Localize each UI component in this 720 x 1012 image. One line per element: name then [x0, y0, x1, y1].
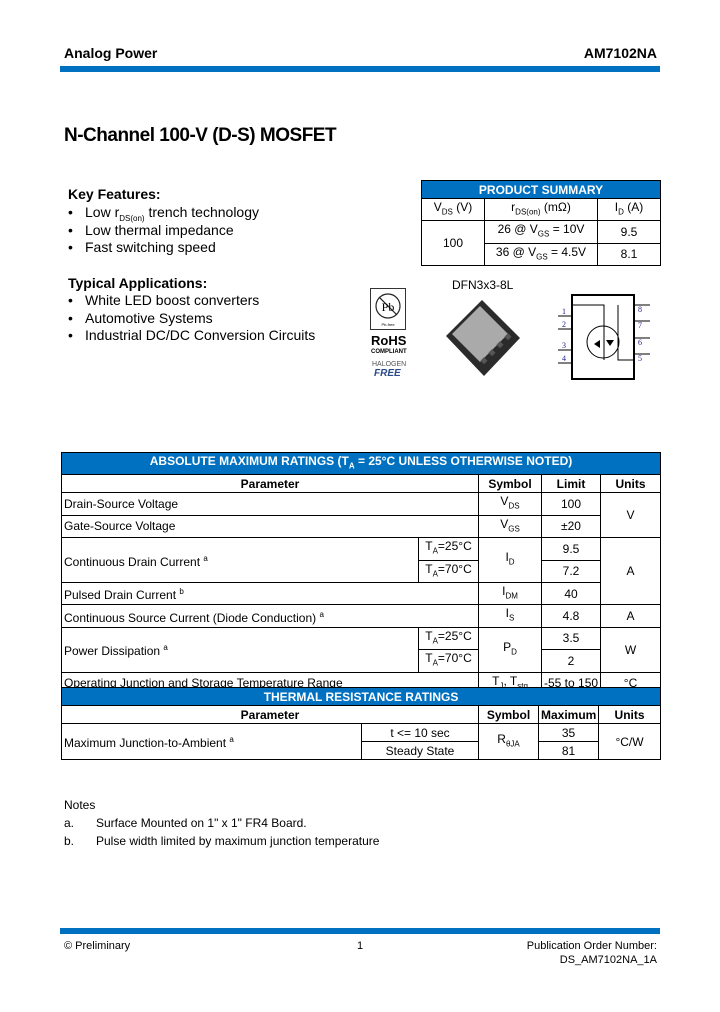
- vds-value: 100: [421, 220, 485, 267]
- unit-rthja: °C/W: [597, 723, 662, 760]
- note-key: a.: [64, 816, 75, 830]
- cond-pd-70: TA=70°C: [418, 649, 479, 673]
- note-text: Surface Mounted on 1" x 1" FR4 Board.: [96, 816, 307, 830]
- feature-item: • Low thermal impedance: [68, 222, 234, 238]
- free-label: FREE: [374, 368, 401, 379]
- abs-max-title: ABSOLUTE MAXIMUM RATINGS (TA = 25°C UNLE…: [60, 451, 662, 476]
- param-idm: Pulsed Drain Current b: [61, 581, 479, 606]
- svg-text:6: 6: [638, 338, 642, 347]
- feature-item: • Low rDS(on) trench technology: [68, 204, 259, 223]
- svg-text:7: 7: [638, 321, 642, 330]
- svg-text:5: 5: [638, 354, 642, 363]
- footer-bar: [60, 928, 660, 934]
- id-value: 8.1: [596, 242, 662, 267]
- max-steady: 81: [538, 741, 599, 760]
- sym-rthja: RθJA: [478, 723, 539, 760]
- pb-free-logo: Pb Pb-free: [370, 288, 406, 330]
- limit-idm: 40: [541, 581, 601, 606]
- key-features-heading: Key Features:: [68, 186, 161, 202]
- unit-amp: A: [599, 537, 662, 606]
- sym-idm: IDM: [478, 581, 542, 606]
- param-vgs: Gate-Source Voltage: [61, 514, 479, 539]
- param-is: Continuous Source Current (Diode Conduct…: [61, 604, 479, 628]
- header-limit: Limit: [541, 474, 601, 494]
- rds-value: 26 @ VGS = 10V: [484, 220, 598, 244]
- part-number: AM7102NA: [583, 45, 657, 61]
- cond-id-70: TA=70°C: [418, 559, 479, 583]
- application-item: • Industrial DC/DC Conversion Circuits: [68, 327, 316, 343]
- compliant-label: COMPLIANT: [371, 349, 407, 355]
- rohs-label: RoHS: [371, 333, 407, 348]
- unit-volt: V: [599, 492, 662, 539]
- cond-id-25: TA=25°C: [418, 537, 479, 561]
- limit-vgs: ±20: [541, 514, 601, 539]
- limit-id-70: 7.2: [541, 559, 601, 583]
- cond-pd-25: TA=25°C: [418, 626, 479, 651]
- footer-preliminary: © Preliminary: [64, 940, 131, 952]
- param-id: Continuous Drain Current a: [61, 537, 419, 583]
- svg-text:3: 3: [562, 341, 566, 350]
- svg-text:2: 2: [562, 320, 566, 329]
- header-symbol: Symbol: [478, 474, 542, 494]
- limit-pd-70: 2: [541, 649, 601, 673]
- sym-vgs: VGS: [478, 514, 542, 539]
- header-parameter: Parameter: [61, 474, 479, 494]
- svg-text:Pb-free: Pb-free: [381, 322, 395, 327]
- application-item: • White LED boost converters: [68, 292, 260, 308]
- param-pd: Power Dissipation a: [61, 626, 419, 673]
- sym-vds: VDS: [478, 492, 542, 516]
- note-key: b.: [64, 834, 75, 848]
- unit-pd: W: [599, 626, 662, 673]
- svg-text:4: 4: [562, 354, 566, 363]
- rds-value: 36 @ VGS = 4.5V: [484, 242, 598, 267]
- package-label: DFN3x3-8L: [452, 278, 514, 292]
- header-parameter: Parameter: [61, 705, 479, 724]
- limit-pd-25: 3.5: [541, 626, 601, 651]
- product-summary-table: PRODUCT SUMMARY VDS (V) rDS(on) (mΩ) ID …: [420, 180, 662, 267]
- limit-is: 4.8: [541, 604, 601, 628]
- publication-number: DS_AM7102NA_1A: [559, 954, 657, 966]
- absolute-max-ratings-table: ABSOLUTE MAXIMUM RATINGS (TA = 25°C UNLE…: [60, 451, 662, 695]
- application-item: • Automotive Systems: [68, 310, 213, 326]
- company-name: Analog Power: [64, 45, 158, 61]
- thermal-resistance-table: THERMAL RESISTANCE RATINGS Parameter Symb…: [60, 687, 662, 760]
- col-vds: VDS (V): [421, 197, 485, 222]
- halogen-label: HALOGEN: [372, 361, 407, 368]
- sym-pd: PD: [478, 626, 542, 673]
- publication-label: Publication Order Number:: [526, 940, 657, 952]
- limit-vds: 100: [541, 492, 601, 516]
- header-units: Units: [597, 705, 662, 724]
- cond-steady: Steady State: [361, 741, 479, 760]
- note-text: Pulse width limited by maximum junction …: [96, 834, 380, 848]
- page-number: 1: [357, 940, 364, 952]
- pinout-diagram: 1 2 3 4 5 6 7 8: [558, 294, 650, 380]
- svg-text:1: 1: [562, 307, 566, 316]
- feature-item: • Fast switching speed: [68, 239, 216, 255]
- param-rthja: Maximum Junction-to-Ambient a: [61, 723, 362, 760]
- product-summary-title: PRODUCT SUMMARY: [420, 180, 662, 199]
- svg-text:8: 8: [638, 305, 642, 314]
- header-symbol: Symbol: [478, 705, 539, 724]
- notes-heading: Notes: [64, 798, 96, 812]
- header-bar: [60, 66, 660, 72]
- col-rds: rDS(on) (mΩ): [484, 197, 598, 222]
- applications-heading: Typical Applications:: [68, 275, 208, 291]
- page-title: N-Channel 100-V (D-S) MOSFET: [64, 125, 337, 146]
- thermal-title: THERMAL RESISTANCE RATINGS: [60, 687, 662, 706]
- max-10sec: 35: [538, 723, 599, 742]
- id-value: 9.5: [596, 220, 662, 244]
- param-vds: Drain-Source Voltage: [61, 492, 479, 516]
- header-units: Units: [599, 474, 662, 494]
- unit-is: A: [599, 604, 662, 628]
- sym-is: IS: [478, 604, 542, 628]
- svg-text:Pb: Pb: [382, 300, 395, 314]
- col-id: ID (A): [596, 197, 662, 222]
- header-maximum: Maximum: [538, 705, 599, 724]
- limit-id-25: 9.5: [541, 537, 601, 561]
- sym-id: ID: [478, 537, 542, 583]
- cond-10sec: t <= 10 sec: [361, 723, 479, 742]
- package-image: [446, 300, 520, 376]
